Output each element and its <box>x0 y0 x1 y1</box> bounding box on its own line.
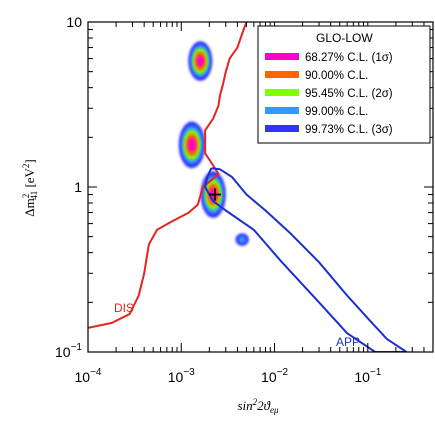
legend-entry-label: 90.00% C.L. <box>305 70 368 82</box>
legend: GLO-LOW 68.27% C.L. (1σ) 90.00% C.L. 95.45… <box>257 25 431 144</box>
curve-label-dis: DIS <box>114 301 134 315</box>
legend-swatch <box>265 125 299 132</box>
x-tick-label: 10−3 <box>168 367 195 385</box>
best-fit-marker <box>209 188 222 201</box>
x-tick-label: 10−4 <box>75 367 102 385</box>
legend-title: GLO-LOW <box>316 31 373 45</box>
region-0-level-0 <box>196 55 204 67</box>
region-3-level-3 <box>238 236 246 244</box>
x-axis-label: sin22ϑeμ <box>237 397 279 415</box>
legend-swatch <box>265 53 299 60</box>
legend-swatch <box>265 71 299 78</box>
legend-entry-label: 99.00% C.L. <box>305 106 368 118</box>
legend-box <box>257 25 431 144</box>
svg-text:Δm241 [eV2]: Δm241 [eV2] <box>21 159 39 217</box>
legend-swatch <box>265 89 299 96</box>
exclusion-curves <box>88 22 408 352</box>
y-tick-label: 10 <box>66 14 82 30</box>
y-tick-label: 1 <box>74 179 82 195</box>
y-axis-label: Δm241 [eV2] <box>21 159 39 217</box>
region-1-level-0 <box>187 137 196 152</box>
legend-entry-label: 95.45% C.L. (2σ) <box>305 88 393 100</box>
axis-tick-labels: 10−4 10−3 10−2 10−1 10−1 1 10 <box>55 14 382 385</box>
legend-entry-label: 68.27% C.L. (1σ) <box>305 52 393 64</box>
y-tick-label: 10−1 <box>55 342 82 360</box>
legend-swatch <box>265 107 299 114</box>
curve-label-app: APP <box>336 335 360 349</box>
curve-app <box>204 167 408 352</box>
confidence-regions <box>178 41 249 246</box>
legend-entry-label: 99.73% C.L. (3σ) <box>305 124 393 136</box>
curve-dis <box>88 22 248 329</box>
x-tick-label: 10−1 <box>354 367 381 385</box>
x-tick-label: 10−2 <box>261 367 288 385</box>
